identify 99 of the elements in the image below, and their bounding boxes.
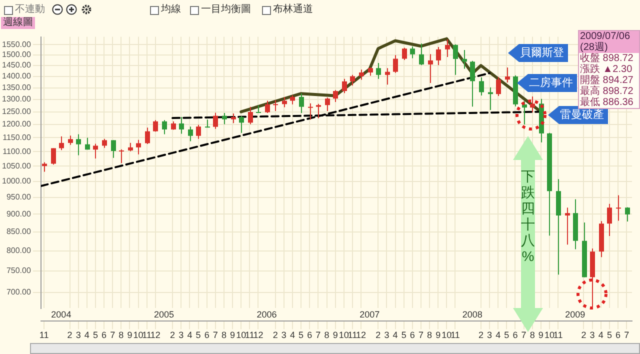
x-tick-label: 7 (624, 330, 630, 340)
x2-tick-label: 2005 (154, 309, 174, 320)
x-tick-label: 2 (170, 330, 176, 340)
x-tick-label: 4 (290, 330, 295, 340)
x-tick-label: 10 (133, 330, 144, 340)
x-tick-label: 3 (487, 330, 492, 340)
x-tick-label: 8 (324, 330, 330, 340)
x-tick-label: 2 (376, 330, 381, 340)
y-tick-label: 1450.00 (2, 60, 32, 70)
x-tick-label: 4 (84, 330, 90, 340)
x-tick-label: 9 (127, 330, 132, 340)
x-tick-label: 2 (67, 330, 72, 340)
x-tick-label: 12 (253, 330, 264, 340)
y-tick-label: 1000.00 (2, 176, 32, 186)
text: 均線 (161, 3, 181, 16)
y-tick-label: 850.00 (6, 227, 32, 236)
text: 一目均衡圖 (201, 3, 251, 16)
x-tick-label: 6 (102, 330, 107, 340)
x-tick-label: 5 (504, 330, 510, 340)
x-tick-label: 4 (187, 330, 192, 340)
x-tick-label: 8 (427, 330, 432, 340)
annotation: 收盤 898.72 (579, 53, 634, 64)
y-tick-label: 750.00 (6, 266, 32, 276)
y-tick-label: 950.00 (6, 192, 32, 202)
y-tick-label: 1400.00 (2, 72, 32, 81)
y-tick-label: 700.00 (6, 288, 32, 297)
x2-tick-label: 2009 (565, 309, 586, 320)
x-tick-label: 5 (92, 330, 98, 340)
x-tick-label: 3 (590, 330, 595, 340)
y-tick-label: 1150.00 (2, 132, 32, 142)
x-tick-label: 6 (512, 330, 518, 340)
x-tick-label: 6 (616, 330, 621, 340)
text: 布林通道 (273, 2, 313, 16)
x-tick-label: 10 (338, 330, 349, 340)
y-tick-label: 900.00 (6, 209, 32, 218)
y-tick-label: 1200.00 (2, 120, 32, 129)
x-tick-label: 6 (410, 330, 415, 340)
x-tick-label: 11 (553, 330, 563, 340)
x-tick-label: 11 (39, 330, 49, 340)
y-tick-label: 1250.00 (2, 106, 32, 116)
x-tick-label: 7 (418, 330, 424, 340)
y-tick-label: 1500.00 (2, 50, 32, 60)
y-tick-label: 1550.00 (2, 40, 32, 49)
x-tick-label: 10 (236, 330, 246, 340)
annotation: 雷曼破產 (560, 108, 604, 122)
x2-tick-label: 2004 (51, 309, 72, 320)
x2-tick-label: 2006 (256, 309, 277, 320)
x-tick-label: 7 (212, 330, 218, 340)
x-tick-label: 10 (442, 330, 452, 340)
x-tick-label: 3 (281, 330, 286, 340)
text: 週線圖 (1, 17, 35, 29)
x-tick-label: 11 (348, 330, 358, 340)
x-tick-label: 9 (332, 330, 338, 340)
x-tick-label: 4 (496, 330, 501, 340)
x-tick-label: 8 (530, 330, 535, 340)
x-tick-label: 2 (478, 330, 484, 340)
x-tick-label: 8 (118, 330, 124, 340)
x2-tick-label: 2008 (462, 309, 482, 320)
annotation: 最高 898.72 (579, 86, 634, 97)
x-tick-label: 10 (544, 330, 554, 340)
x-tick-label: 11 (450, 330, 460, 340)
y-tick-label: 800.00 (6, 246, 32, 256)
x-tick-label: 6 (204, 330, 210, 340)
x-tick-label: 5 (401, 330, 406, 340)
annotation: 開盤 894.27 (579, 75, 634, 86)
x-tick-label: 3 (76, 330, 81, 340)
annotation: 漲跌 ▲2.30 (579, 64, 634, 75)
x-tick-label: 12 (150, 330, 160, 340)
x-tick-label: 3 (178, 330, 184, 340)
y-tick-label: 1300.00 (2, 94, 32, 104)
annotation: 最低 886.36 (579, 97, 634, 108)
x-tick-label: 6 (307, 330, 312, 340)
x-tick-label: 5 (196, 330, 201, 340)
y-tick-label: 1350.00 (2, 82, 32, 92)
annotation: 二房事件 (529, 76, 573, 90)
x-tick-label: 2 (581, 330, 586, 340)
annotation: 2009/07/06(28週) (579, 31, 639, 53)
annotation: 貝爾斯登 (520, 46, 564, 60)
x-tick-label: 2 (272, 330, 278, 340)
x-tick-label: 5 (606, 330, 612, 340)
x-tick-label: 8 (221, 330, 226, 340)
x-tick-label: 9 (538, 330, 544, 340)
x-tick-label: 5 (298, 330, 304, 340)
x-tick-label: 3 (384, 330, 390, 340)
annotation: 下跌四十八% (520, 168, 536, 264)
x2-tick-label: 2007 (360, 309, 380, 320)
text: 不連動 (15, 2, 45, 16)
x-tick-label: 7 (316, 330, 321, 340)
x-tick-label: 4 (392, 330, 398, 340)
x-tick-label: 12 (356, 330, 366, 340)
x-tick-label: 9 (230, 330, 236, 340)
y-tick-label: 1050.00 (2, 161, 32, 170)
x-tick-label: 11 (244, 330, 254, 340)
x-tick-label: 4 (598, 330, 604, 340)
x-tick-label: 9 (436, 330, 441, 340)
y-tick-label: 1100.00 (2, 146, 32, 156)
x-tick-label: 11 (142, 330, 152, 340)
x-tick-label: 7 (521, 330, 526, 340)
x-tick-label: 7 (110, 330, 116, 340)
